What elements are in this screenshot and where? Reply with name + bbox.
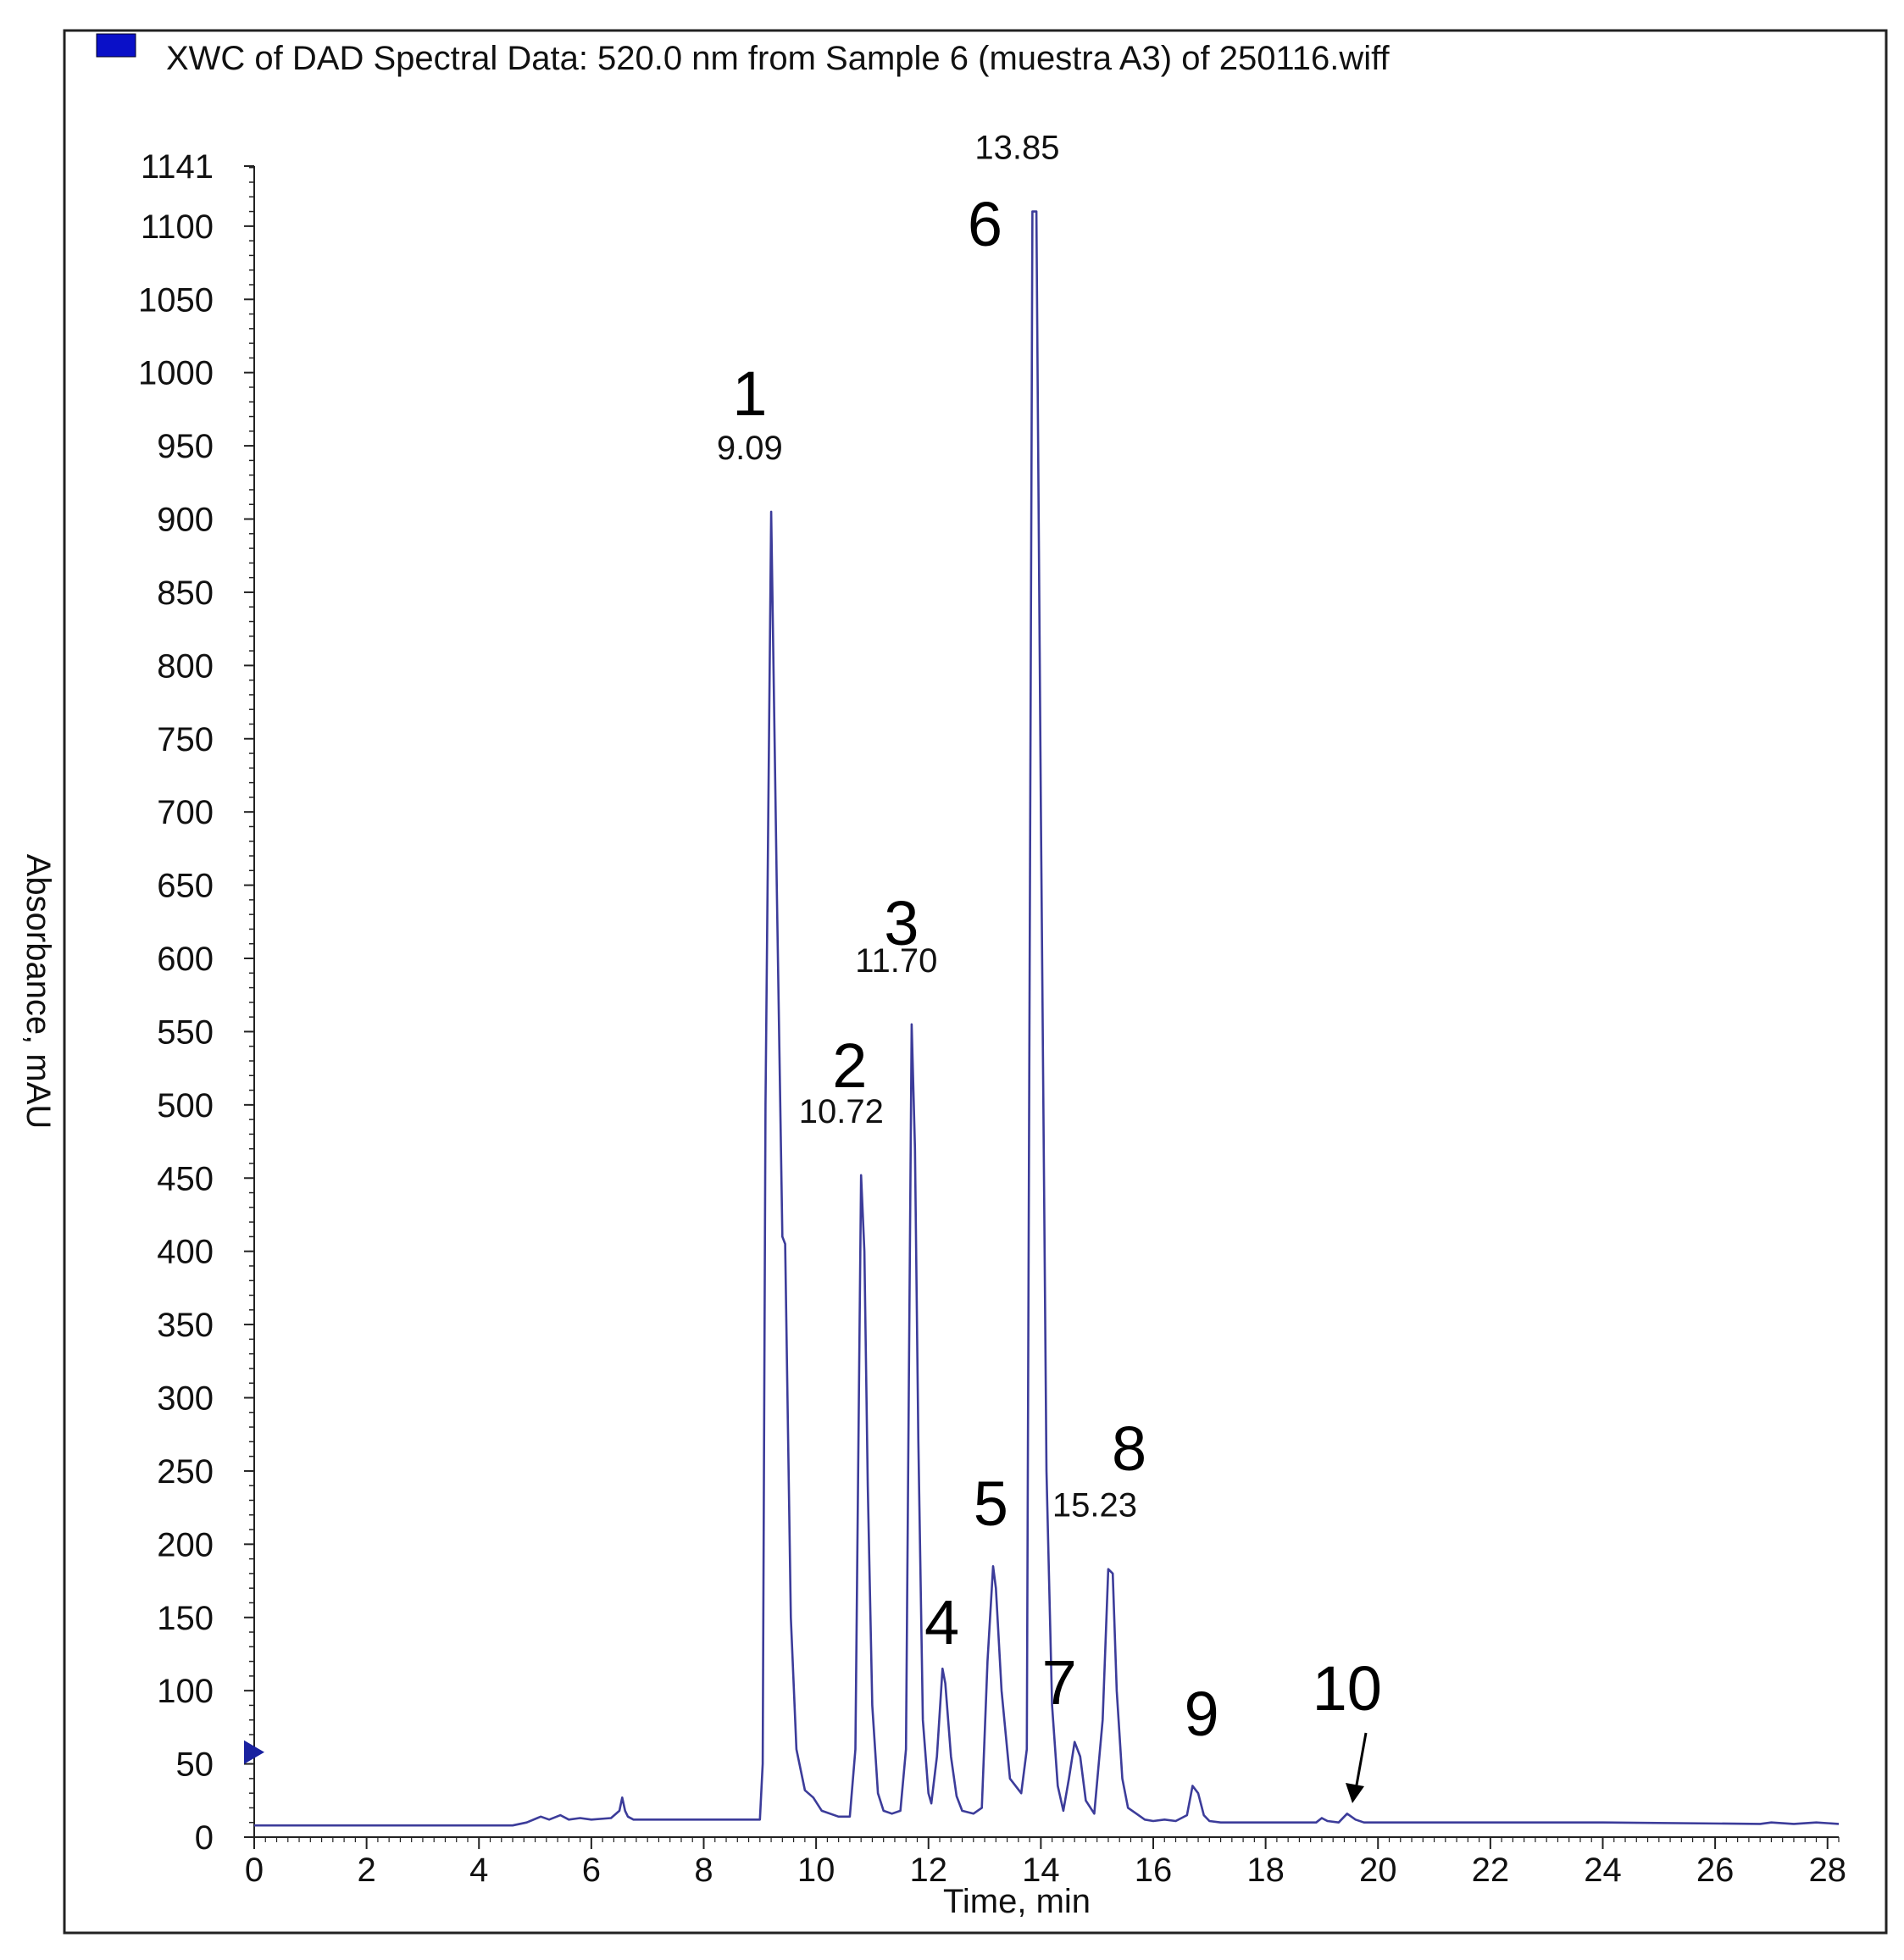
peak-number-label: 1 (732, 358, 767, 429)
peak-number-label: 9 (1184, 1679, 1218, 1749)
y-tick-label: 200 (157, 1526, 214, 1563)
x-axis-ticks: 0 2 4 6 8 10 12 14 16 18 20 22 24 26 28 (245, 1837, 1846, 1889)
y-tick-label: 550 (157, 1013, 214, 1051)
series-layer (254, 210, 1840, 1827)
retention-time-label: 9.09 (717, 430, 783, 467)
y-tick-label: 0 (195, 1819, 214, 1857)
y-axis-ticks: 0 50 100 150 200 250 300 350 400 450 500 550 600 650 7… (138, 148, 254, 1857)
x-tick-label: 24 (1584, 1852, 1622, 1889)
peak-number-label: 7 (1042, 1647, 1077, 1718)
y-tick-label: 850 (157, 575, 214, 612)
x-tick-label: 12 (909, 1852, 947, 1889)
x-tick-label: 4 (469, 1852, 488, 1889)
peak-number-label: 3 (884, 888, 919, 958)
y-tick-label: 950 (157, 428, 214, 465)
y-tick-label: 900 (157, 502, 214, 539)
series-line (254, 210, 1840, 1827)
y-tick-label: 400 (157, 1234, 214, 1271)
y-tick-label: 1050 (138, 281, 214, 319)
y-tick-label: 800 (157, 647, 214, 685)
y-tick-label: 300 (157, 1380, 214, 1418)
y-tick-label: 700 (157, 794, 214, 831)
retention-time-label: 15.23 (1052, 1487, 1137, 1524)
x-tick-label: 8 (694, 1852, 713, 1889)
y-tick-label: 650 (157, 868, 214, 905)
x-tick-label: 16 (1135, 1852, 1173, 1889)
y-tick-label: 450 (157, 1160, 214, 1197)
legend-swatch (96, 33, 136, 58)
retention-time-label: 10.72 (799, 1093, 884, 1130)
x-tick-label: 22 (1472, 1852, 1510, 1889)
x-tick-label: 18 (1246, 1852, 1285, 1889)
x-tick-label: 10 (797, 1852, 835, 1889)
chart-frame (63, 29, 1888, 1935)
peak-number-label: 8 (1112, 1413, 1146, 1484)
retention-time-label: 11.70 (855, 942, 937, 980)
peak-number-label: 2 (832, 1030, 867, 1101)
arrow-line (1354, 1732, 1368, 1791)
peak-number-label: 10 (1313, 1653, 1382, 1724)
y-tick-label: 150 (157, 1600, 214, 1637)
y-tick-label: 250 (157, 1453, 214, 1491)
x-tick-label: 0 (245, 1852, 264, 1889)
y-tick-label: 1000 (138, 355, 214, 392)
x-axis-title: Time, min (943, 1883, 1091, 1920)
y-tick-label: 1141 (141, 148, 214, 186)
retention-time-label: 13.85 (974, 130, 1059, 167)
x-tick-label: 14 (1022, 1852, 1060, 1889)
peak-number-label: 5 (974, 1469, 1008, 1539)
x-tick-label: 28 (1808, 1852, 1846, 1889)
x-tick-label: 20 (1359, 1852, 1397, 1889)
chart-title: XWC of DAD Spectral Data: 520.0 nm from … (166, 40, 1390, 77)
peak-number-labels: 1 2 3 45 6 7 8 9 10 (732, 189, 1382, 1749)
y-tick-label: 350 (157, 1307, 214, 1344)
peak-number-label: 6 (968, 189, 1002, 259)
y-tick-label: 750 (157, 721, 214, 758)
y-tick-label: 1100 (141, 208, 214, 246)
arrow-to-peak-10 (1346, 1732, 1368, 1803)
baseline-marker (244, 1740, 264, 1764)
y-tick-label: 50 (176, 1746, 214, 1784)
x-tick-label: 2 (357, 1852, 375, 1889)
retention-time-labels: 9.09 10.72 11.70 13.85 15.23 (717, 130, 1137, 1524)
y-tick-label: 100 (157, 1673, 214, 1710)
peak-number-label: 4 (924, 1587, 959, 1657)
arrow-head (1346, 1783, 1364, 1803)
y-tick-label: 500 (157, 1087, 214, 1124)
x-tick-label: 26 (1696, 1852, 1735, 1889)
y-axis-title: Absorbance, mAU (19, 854, 57, 1130)
y-tick-label: 600 (157, 941, 214, 978)
x-tick-label: 6 (582, 1852, 601, 1889)
